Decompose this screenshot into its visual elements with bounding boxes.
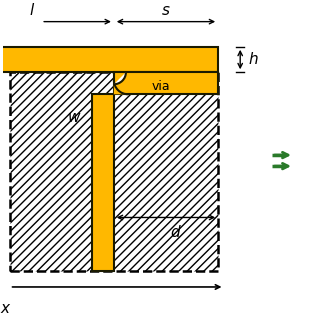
Text: s: s	[162, 4, 170, 19]
Bar	[10, 72, 218, 271]
Bar	[0, 47, 218, 72]
Bar	[92, 94, 114, 271]
Bar	[114, 72, 218, 94]
Text: l: l	[30, 4, 34, 19]
Text: h: h	[248, 52, 258, 67]
Text: x: x	[0, 301, 9, 316]
Polygon shape	[114, 80, 128, 94]
Text: w: w	[68, 110, 81, 125]
Text: via: via	[152, 80, 171, 93]
Polygon shape	[114, 72, 126, 84]
Text: d: d	[171, 225, 180, 240]
